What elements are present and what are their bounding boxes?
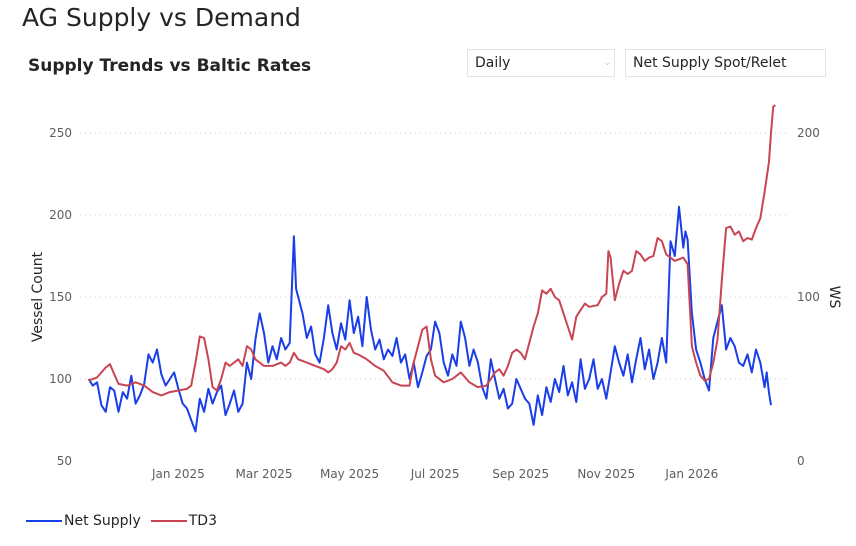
x-tick-label: May 2025 (320, 467, 379, 481)
x-tick-label: Jan 2026 (664, 467, 718, 481)
x-tick-label: Jan 2025 (151, 467, 205, 481)
legend-item-net-supply[interactable]: Net Supply (26, 513, 141, 529)
y2-tick-label: 0 (797, 454, 805, 468)
period-dropdown-value: Daily (475, 55, 511, 71)
legend-swatch-net-supply (26, 520, 62, 522)
y2-tick-label: 100 (797, 290, 820, 304)
x-tick-label: Jul 2025 (410, 467, 460, 481)
y2-axis-title: WS (826, 286, 842, 309)
x-axis-ticks: Jan 2025 Mar 2025 May 2025 Jul 2025 Sep 2025… (151, 467, 718, 481)
y2-axis-ticks: 0 100 200 (797, 126, 820, 468)
y-tick-label: 200 (49, 208, 72, 222)
page-title: AG Supply vs Demand (22, 3, 301, 32)
legend-label-net-supply: Net Supply (64, 513, 141, 529)
chart-title: Supply Trends vs Baltic Rates (28, 56, 312, 76)
y-tick-label: 50 (57, 454, 72, 468)
x-tick-label: Nov 2025 (577, 467, 635, 481)
legend-label-td3: TD3 (188, 513, 217, 529)
legend-item-td3[interactable]: TD3 (150, 513, 217, 529)
series-line-td3[interactable] (88, 104, 776, 397)
y2-tick-label: 200 (797, 126, 820, 140)
y-tick-label: 100 (49, 372, 72, 386)
series-lines (87, 104, 776, 433)
series-line-net-supply[interactable] (87, 205, 772, 433)
period-dropdown[interactable]: Daily ⌄ (467, 49, 615, 77)
metric-dropdown-value: Net Supply Spot/Relet (633, 55, 787, 71)
y-axis-ticks: 50 100 150 200 250 (49, 126, 72, 468)
y-axis-title: Vessel Count (30, 251, 46, 342)
metric-dropdown[interactable]: Net Supply Spot/Relet (625, 49, 826, 77)
chevron-down-icon: ⌄ (604, 58, 611, 67)
legend: Net Supply TD3 (26, 513, 227, 529)
y-tick-label: 150 (49, 290, 72, 304)
legend-swatch-td3 (150, 520, 187, 522)
y-tick-label: 250 (49, 126, 72, 140)
x-tick-label: Sep 2025 (492, 467, 549, 481)
x-tick-label: Mar 2025 (235, 467, 292, 481)
